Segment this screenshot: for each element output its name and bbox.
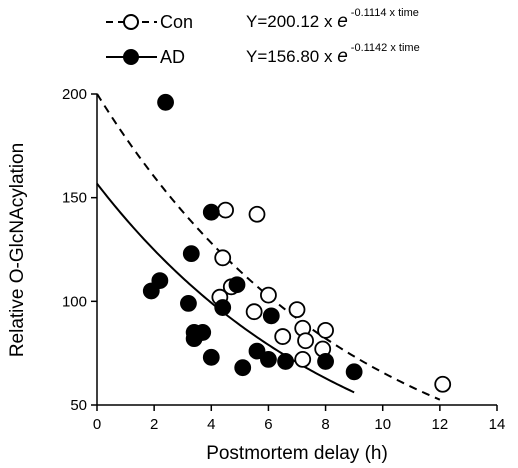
legend-item-ad: AD [106, 47, 185, 67]
point-con [214, 249, 232, 267]
equation-con: Y=200.12 x e -0.1114 x time [246, 7, 419, 32]
point-ad [317, 353, 334, 370]
legend-item-con: Con [106, 12, 193, 32]
point-con [297, 332, 314, 350]
point-con [317, 321, 334, 339]
point-con [434, 375, 452, 393]
point-ad [260, 350, 277, 368]
x-tick-label: 6 [264, 416, 272, 433]
equation-ad-exponent: -0.1142 x time [351, 42, 420, 54]
x-tick-label: 4 [207, 416, 215, 433]
equation-ad-prefix: Y=156.80 x [246, 47, 337, 66]
point-ad [277, 353, 294, 370]
point-ad [182, 245, 200, 263]
point-ad [202, 203, 220, 221]
equation-ad-base: e [337, 46, 348, 67]
point-ad [157, 93, 174, 111]
y-tick-label: 100 [62, 293, 87, 310]
legend-con-marker [123, 14, 139, 30]
x-tick-label: 0 [93, 416, 101, 433]
y-tick-label: 50 [70, 397, 87, 414]
point-ad [228, 276, 246, 294]
equation-con-exponent: -0.1114 x time [351, 7, 419, 19]
point-ad [180, 295, 197, 312]
x-tick-label: 12 [432, 416, 449, 433]
point-ad [262, 307, 280, 325]
y-axis-title: Relative O-GlcNAcylation [7, 143, 28, 357]
x-tick-label: 2 [150, 416, 158, 433]
equation-ad: Y=156.80 x e -0.1142 x time [246, 42, 420, 67]
point-ad [248, 342, 266, 360]
point-ad [185, 330, 203, 348]
x-axis-title: Postmortem delay (h) [206, 443, 388, 464]
x-tick-label: 8 [321, 416, 329, 433]
point-ad [214, 299, 232, 316]
legend-con-label: Con [160, 12, 193, 32]
point-ad [142, 282, 160, 300]
y-tick-label: 150 [62, 190, 87, 207]
point-con [260, 286, 277, 304]
point-con [248, 205, 266, 223]
point-con [274, 328, 292, 345]
point-con [245, 303, 263, 321]
x-ticks: 0 2 4 6 8 10 12 14 [93, 405, 506, 433]
data-points [142, 93, 452, 393]
axes [96, 94, 497, 406]
y-ticks: 50 100 150 200 [62, 86, 97, 414]
point-ad [202, 348, 220, 366]
legend-ad-label: AD [160, 47, 185, 67]
point-con [217, 201, 234, 219]
y-tick-label: 200 [62, 86, 87, 103]
legend-ad-marker [123, 49, 139, 65]
x-tick-label: 14 [489, 416, 506, 433]
x-tick-label: 10 [374, 416, 391, 433]
legend: Con AD Y=200.12 x e -0.1114 x time Y=156.… [106, 7, 420, 67]
equation-con-base: e [337, 11, 348, 32]
point-ad [234, 359, 252, 377]
equation-con-prefix: Y=200.12 x [246, 12, 337, 31]
point-ad [345, 363, 363, 381]
point-con [288, 301, 306, 319]
point-con [294, 350, 312, 368]
